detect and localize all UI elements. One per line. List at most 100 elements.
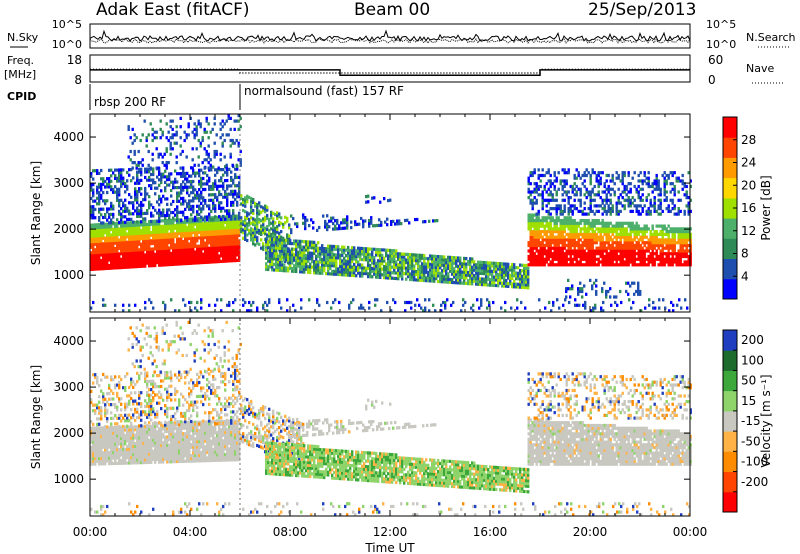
power-cell (108, 250, 111, 254)
power-cell (236, 258, 239, 262)
power-cell (465, 273, 468, 277)
power-cell (621, 227, 624, 231)
power-cell (138, 264, 141, 268)
power-cell (102, 225, 105, 229)
power-cell (283, 241, 286, 245)
power-cell (377, 275, 380, 279)
power-cell (130, 254, 133, 258)
power-cell (427, 265, 430, 269)
power-cell (128, 251, 131, 255)
power-cell (529, 246, 532, 250)
power-cell (357, 268, 360, 272)
power-cell (200, 222, 203, 226)
power-cell (563, 252, 566, 256)
power-cell (609, 254, 612, 259)
power-cell (347, 262, 350, 266)
power-cell (118, 187, 121, 191)
power-cell (200, 233, 203, 237)
power-cell (547, 243, 550, 248)
power-cell (146, 258, 149, 262)
power-cell (169, 152, 172, 156)
power-cell (252, 231, 255, 235)
power-cell (599, 249, 602, 253)
power-cell (167, 130, 170, 134)
power-cell (150, 255, 153, 259)
power-cell (649, 243, 652, 248)
power-cell (340, 226, 343, 231)
power-cell (543, 198, 546, 202)
power-cell (196, 213, 199, 217)
power-cell (461, 281, 464, 285)
power-cell (425, 262, 428, 266)
power-cell (657, 257, 660, 261)
power-cell (271, 259, 274, 264)
power-cell (142, 253, 145, 257)
power-cell (199, 122, 202, 126)
power-cell (527, 213, 530, 217)
power-cell (625, 263, 628, 267)
power-cell (529, 182, 532, 186)
power-cell (409, 253, 412, 257)
power-cell (158, 197, 161, 201)
power-cell (587, 260, 590, 264)
power-cell (379, 256, 382, 260)
power-cell (559, 221, 562, 225)
power-cell (421, 264, 424, 269)
power-cell (218, 224, 221, 228)
power-cell (128, 226, 131, 230)
power-cell (368, 221, 371, 225)
power-cell (583, 219, 586, 223)
power-cell (477, 277, 480, 281)
power-cell (96, 226, 99, 230)
power-cell (661, 246, 664, 250)
power-cell (226, 201, 229, 205)
power-cell (539, 252, 542, 256)
power-cell (589, 221, 592, 225)
power-cell (232, 259, 235, 263)
power-cell (90, 267, 93, 271)
power-cell (431, 257, 434, 261)
power-cell (274, 212, 277, 217)
power-cell (433, 271, 436, 275)
power-cell (643, 254, 646, 259)
power-cell (681, 230, 684, 234)
power-cell (647, 238, 650, 242)
power-cell (210, 227, 213, 231)
power-cell (527, 254, 530, 259)
power-cell (649, 235, 652, 239)
power-cell (571, 227, 574, 231)
power-cell (156, 252, 159, 256)
power-cell (375, 267, 378, 271)
power-cell (256, 203, 259, 207)
power-cell (611, 263, 614, 267)
power-cell (311, 246, 314, 250)
power-cell (579, 176, 582, 180)
power-cell (180, 185, 183, 189)
power-cell (585, 246, 588, 250)
power-cell (136, 229, 139, 233)
power-cell (170, 202, 173, 206)
power-cell (210, 193, 213, 197)
power-cell (162, 230, 165, 234)
power-cell (601, 260, 604, 264)
power-cell (242, 200, 245, 204)
power-cell (225, 163, 228, 167)
power-cell (329, 264, 332, 268)
power-cell (102, 250, 105, 254)
power-cell (395, 254, 398, 258)
power-cell (639, 227, 642, 231)
power-cell (593, 260, 596, 264)
power-cell (679, 263, 682, 267)
power-cell (423, 254, 426, 258)
power-cell (329, 250, 332, 254)
power-cell (156, 219, 159, 223)
power-cell (503, 281, 506, 285)
power-cell (344, 218, 347, 222)
power-cell (629, 235, 632, 239)
power-cell (100, 239, 103, 243)
power-cell (146, 225, 149, 229)
power-cell (192, 199, 195, 203)
power-cell (292, 217, 295, 221)
power-cell (655, 243, 658, 248)
power-cell (204, 227, 207, 231)
